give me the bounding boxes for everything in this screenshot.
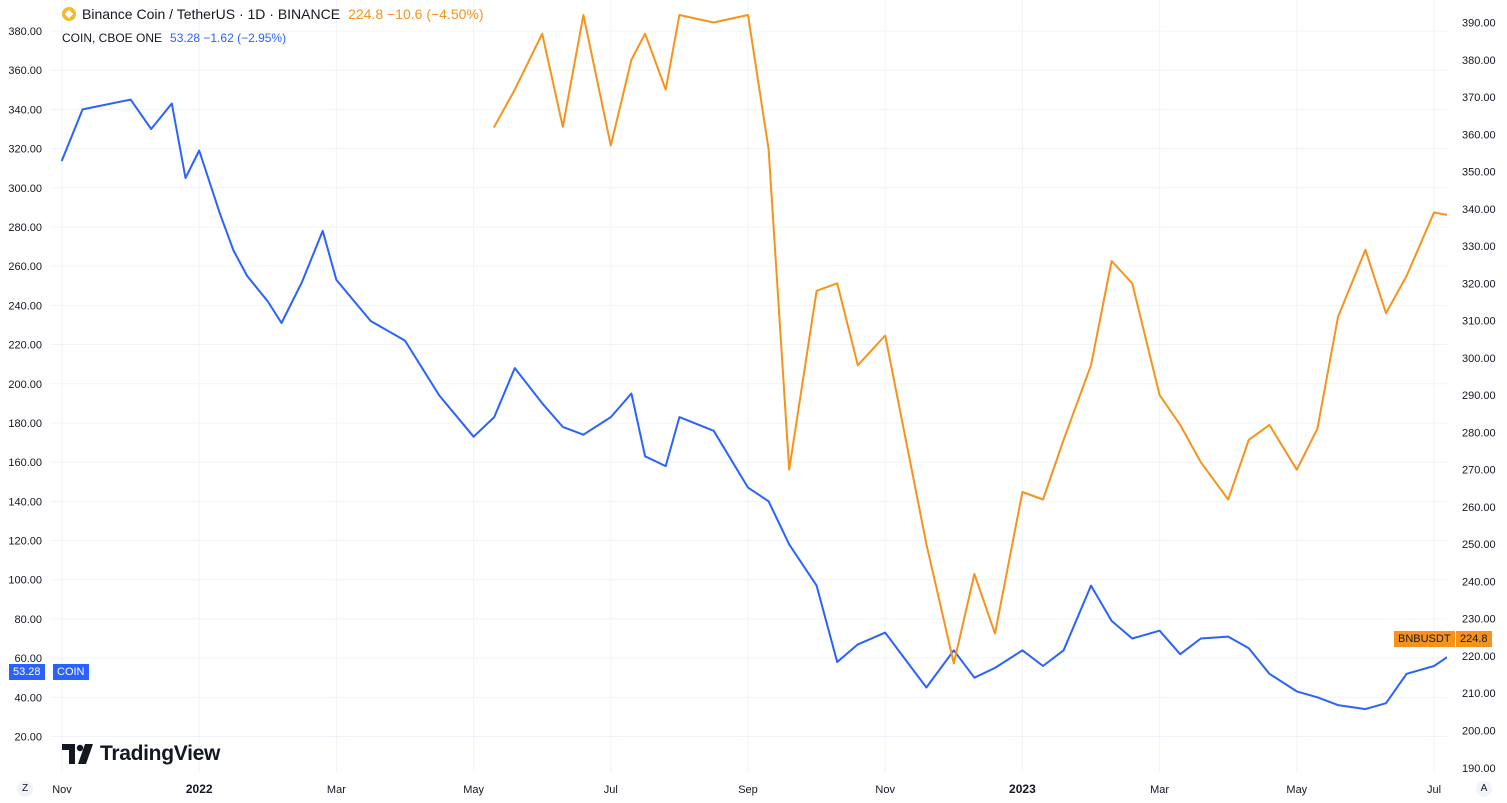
secondary-series-title: COIN, CBOE ONE bbox=[62, 31, 163, 45]
primary-series-values: 224.8 −10.6 (−4.50%) bbox=[348, 6, 484, 22]
bnb-last-price-badge: 224.8 bbox=[1455, 631, 1492, 647]
left-axis-tick-label: 240.00 bbox=[8, 300, 42, 312]
left-axis-tick-label: 80.00 bbox=[14, 614, 42, 626]
right-axis-tick-label: 270.00 bbox=[1462, 465, 1496, 477]
right-axis-tick-label: 350.00 bbox=[1462, 167, 1496, 179]
primary-series-title: Binance Coin / TetherUS · 1D · BINANCE bbox=[82, 6, 341, 22]
left-axis-tick-label: 300.00 bbox=[8, 183, 42, 195]
left-axis-tick-label: 340.00 bbox=[8, 104, 42, 116]
series-line-coin bbox=[61, 98, 1447, 711]
secondary-series-legend[interactable]: COIN, CBOE ONE 53.28 −1.62 (−2.95%) bbox=[62, 31, 286, 45]
right-axis-tick-label: 290.00 bbox=[1462, 390, 1496, 402]
time-axis-tick-label: 2023 bbox=[1009, 782, 1036, 796]
left-axis-tick-label: 180.00 bbox=[8, 418, 42, 430]
tradingview-logo-icon bbox=[62, 744, 93, 764]
time-axis-tick-label: May bbox=[463, 784, 484, 796]
primary-series-legend[interactable]: Binance Coin / TetherUS · 1D · BINANCE 22… bbox=[62, 6, 484, 22]
time-axis-tick-label: May bbox=[1286, 784, 1307, 796]
left-axis-tick-label: 160.00 bbox=[8, 457, 42, 469]
right-price-axis: 190.00 200.00 210.00 220.00 230.00 240.00 250.… bbox=[1462, 18, 1496, 775]
time-axis-tick-label: Nov bbox=[875, 784, 895, 796]
bnb-symbol-badge: BNBUSDT bbox=[1394, 631, 1455, 647]
right-axis-tick-label: 310.00 bbox=[1462, 316, 1496, 328]
left-axis-tick-label: 120.00 bbox=[8, 536, 42, 548]
left-axis-tick-label: 380.00 bbox=[8, 26, 42, 38]
time-axis-tick-label: Jul bbox=[1427, 784, 1441, 796]
time-axis-tick-label: Nov bbox=[52, 784, 72, 796]
right-axis-tick-label: 320.00 bbox=[1462, 278, 1496, 290]
left-axis-tick-label: 20.00 bbox=[14, 732, 42, 744]
left-axis-tick-label: 280.00 bbox=[8, 222, 42, 234]
right-axis-tick-label: 200.00 bbox=[1462, 726, 1496, 738]
left-axis-tick-label: 140.00 bbox=[8, 496, 42, 508]
left-axis-tick-label: 200.00 bbox=[8, 379, 42, 391]
auto-scale-button[interactable]: A bbox=[1476, 781, 1492, 797]
left-axis-tick-label: 320.00 bbox=[8, 144, 42, 156]
right-axis-tick-label: 300.00 bbox=[1462, 353, 1496, 365]
left-axis-tick-label: 360.00 bbox=[8, 65, 42, 77]
left-price-axis: 20.00 40.00 60.00 80.00 100.00 120.00 140.00 16… bbox=[8, 26, 42, 744]
tradingview-logo[interactable]: TradingView bbox=[62, 742, 220, 766]
time-axis-tick-label: Mar bbox=[327, 784, 346, 796]
left-axis-tick-label: 60.00 bbox=[14, 653, 42, 665]
right-axis-tick-label: 380.00 bbox=[1462, 55, 1496, 67]
right-axis-tick-label: 280.00 bbox=[1462, 427, 1496, 439]
right-axis-tick-label: 260.00 bbox=[1462, 502, 1496, 514]
right-axis-tick-label: 340.00 bbox=[1462, 204, 1496, 216]
right-axis-tick-label: 190.00 bbox=[1462, 763, 1496, 775]
right-axis-tick-label: 230.00 bbox=[1462, 614, 1496, 626]
right-axis-tick-label: 220.00 bbox=[1462, 651, 1496, 663]
time-axis-tick-label: Jul bbox=[604, 784, 618, 796]
tradingview-logo-text: TradingView bbox=[100, 742, 221, 765]
right-axis-tick-label: 330.00 bbox=[1462, 241, 1496, 253]
time-axis-tick-label: Mar bbox=[1150, 784, 1169, 796]
left-axis-tick-label: 100.00 bbox=[8, 575, 42, 587]
right-axis-tick-label: 370.00 bbox=[1462, 92, 1496, 104]
series-layer bbox=[61, 14, 1447, 711]
coin-symbol-badge: COIN bbox=[52, 664, 89, 680]
time-axis-tick-label: Sep bbox=[738, 784, 758, 796]
secondary-series-values: 53.28 −1.62 (−2.95%) bbox=[170, 31, 287, 45]
binance-coin-icon bbox=[62, 7, 76, 21]
time-axis-tick-label: 2022 bbox=[186, 782, 213, 796]
left-axis-tick-label: 220.00 bbox=[8, 340, 42, 352]
grid-lines bbox=[50, 0, 1447, 772]
time-axis: Nov 2022 Mar May Jul Sep Nov 2023 Mar May Jul bbox=[52, 782, 1441, 796]
left-axis-tick-label: 260.00 bbox=[8, 261, 42, 273]
series-line-bnbusdt bbox=[493, 14, 1447, 665]
right-axis-tick-label: 360.00 bbox=[1462, 129, 1496, 141]
left-axis-tick-label: 40.00 bbox=[14, 692, 42, 704]
right-axis-tick-label: 240.00 bbox=[1462, 576, 1496, 588]
right-axis-tick-label: 390.00 bbox=[1462, 18, 1496, 30]
coin-last-price-badge: 53.28 bbox=[9, 664, 45, 680]
right-axis-tick-label: 210.00 bbox=[1462, 688, 1496, 700]
right-axis-tick-label: 250.00 bbox=[1462, 539, 1496, 551]
zoom-toggle-button[interactable]: Z bbox=[17, 781, 33, 797]
